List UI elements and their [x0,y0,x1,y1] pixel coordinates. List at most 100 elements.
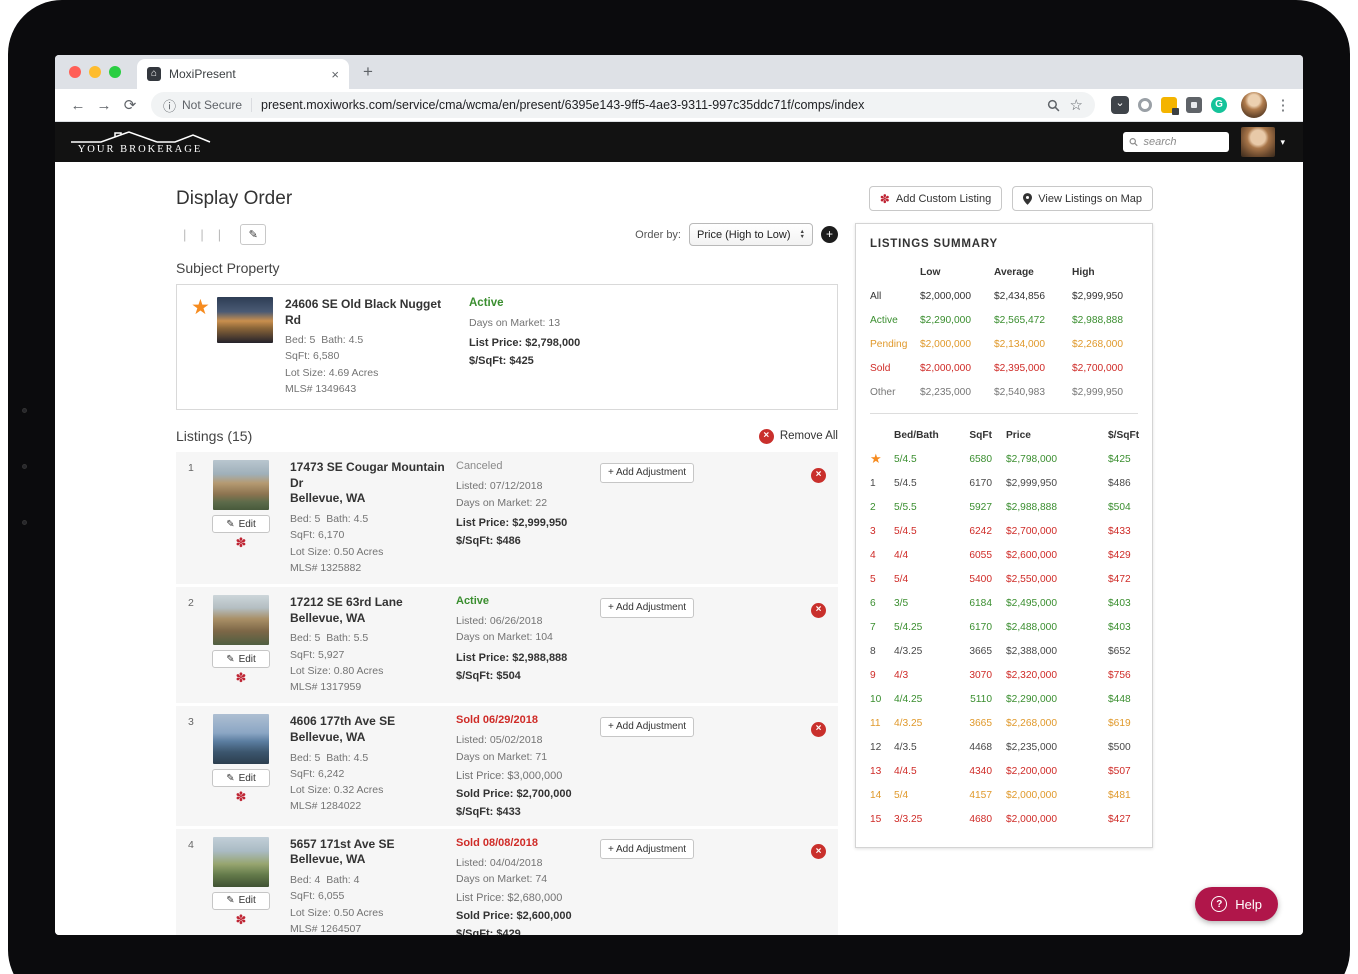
listing-address-line2: Bellevue, WA [290,491,456,507]
remove-listing-button[interactable]: × [811,468,826,483]
gray-extension-icon[interactable] [1186,97,1202,113]
pocket-extension-icon[interactable]: ⌄ [1111,96,1129,114]
row-index: 10 [870,694,894,705]
row-price: $2,000,000 [992,790,1090,801]
summary-table-row: 3 5/4.5 6242 $2,700,000 $433 [870,519,1138,543]
edit-button[interactable]: ✎ Edit [212,515,270,533]
bezel-sensor-dot [22,408,27,413]
listing-ppsf: $/SqFt: $433 [456,806,594,818]
traffic-light-minimize[interactable] [89,66,101,78]
summary-table-row: 7 5/4.25 6170 $2,488,000 $403 [870,615,1138,639]
row-ppsf: $403 [1090,598,1140,609]
row-bedbath: 4/4 [894,550,950,561]
listing-status: Sold 06/29/2018 [456,714,594,726]
summary-table-row: 15 3/3.25 4680 $2,000,000 $427 [870,807,1138,831]
site-search-box[interactable] [1123,132,1229,152]
summary-row-label: Other [870,387,920,398]
subject-bedbath: Bed: 5 Bath: 4.5 [285,332,445,348]
row-sqft: 4157 [950,790,992,801]
add-custom-listing-button[interactable]: ✽ Add Custom Listing [869,186,1002,211]
edit-button[interactable]: ✎ Edit [212,892,270,910]
order-by-select[interactable]: Price (High to Low) ▲▼ [689,223,813,246]
bezel-sensor-dot [22,520,27,525]
edit-button[interactable]: ✎ Edit [212,769,270,787]
listing-address-line2: Bellevue, WA [290,730,456,746]
summary-table-row: 11 4/3.25 3665 $2,268,000 $619 [870,711,1138,735]
summary-table-header: Bed/Bath SqFt Price $/SqFt [870,423,1138,447]
search-icon [1129,137,1138,147]
listing-sold-price: Sold Price: $2,700,000 [456,788,594,800]
row-price: $2,600,000 [992,550,1090,561]
browser-tab[interactable]: ⌂ MoxiPresent × [137,59,349,89]
listing-photo [213,714,269,764]
edit-button[interactable]: ✎ Edit [212,650,270,668]
row-index: 14 [870,790,894,801]
zoom-icon[interactable] [1047,99,1060,112]
url-field[interactable]: ⓘ Not Secure present.moxiworks.com/servi… [151,92,1095,118]
info-icon[interactable]: ⓘ [163,96,176,115]
chevron-down-icon[interactable]: ▾ [1280,137,1285,148]
close-tab-icon[interactable]: × [331,67,339,82]
edit-filters-button[interactable]: ✎ [240,224,266,245]
new-tab-button[interactable]: + [363,62,373,82]
row-index: 15 [870,814,894,825]
forward-icon[interactable]: → [91,97,117,114]
search-input[interactable] [1143,136,1223,148]
row-ppsf: $652 [1090,646,1140,657]
not-secure-label: Not Secure [182,98,242,112]
remove-listing-button[interactable]: × [811,844,826,859]
summary-high-value: $2,700,000 [1072,363,1140,374]
row-price: $2,988,888 [992,502,1090,513]
remove-all-x-icon: × [759,429,774,444]
add-adjustment-button[interactable]: + Add Adjustment [600,839,694,859]
brokerage-logo[interactable]: YOUR BROKERAGE [69,129,211,155]
listing-number: 4 [188,837,204,935]
row-ppsf: $756 [1090,670,1140,681]
status-filter[interactable] [193,227,210,242]
row-sqft: 6170 [950,622,992,633]
add-adjustment-button[interactable]: + Add Adjustment [600,463,694,483]
summary-high-value: $2,268,000 [1072,339,1140,350]
pencil-icon: ✎ [226,895,234,906]
listing-ppsf: $/SqFt: $486 [456,535,594,547]
summary-row: Active $2,290,000 $2,565,472 $2,988,888 [870,308,1138,332]
help-button[interactable]: ? Help [1195,887,1278,921]
listing-listed-date: Listed: 06/26/2018 [456,613,594,629]
reload-icon[interactable]: ⟳ [117,96,143,114]
col-price: Price [992,430,1090,441]
select-arrows-icon: ▲▼ [800,230,805,239]
back-icon[interactable]: ← [65,97,91,114]
add-button[interactable]: + [821,226,838,243]
row-ppsf: $472 [1090,574,1140,585]
page-content: Display Order ✽ Add Custom Listing View … [55,162,1303,935]
flower-icon: ✽ [880,193,890,205]
row-price: $2,700,000 [992,526,1090,537]
listings-title: Listings (15) [176,428,252,444]
remove-listing-button[interactable]: × [811,603,826,618]
remove-listing-button[interactable]: × [811,722,826,737]
circle-extension-icon[interactable] [1138,98,1152,112]
bookmark-star-icon[interactable]: ☆ [1070,96,1083,114]
traffic-light-zoom[interactable] [109,66,121,78]
status-filter[interactable] [176,227,193,242]
listing-row: 2 ✎ Edit ✽ [176,587,838,703]
add-adjustment-button[interactable]: + Add Adjustment [600,717,694,737]
summary-average-value: $2,565,472 [994,315,1072,326]
browser-menu-icon[interactable]: ⋮ [1273,96,1293,114]
add-adjustment-button[interactable]: + Add Adjustment [600,598,694,618]
summary-low-value: $2,290,000 [920,315,994,326]
view-listings-on-map-button[interactable]: View Listings on Map [1012,186,1153,211]
listing-ppsf: $/SqFt: $504 [456,670,594,682]
traffic-light-close[interactable] [69,66,81,78]
grammarly-extension-icon[interactable]: G [1211,97,1227,113]
summary-table-row: 1 5/4.5 6170 $2,999,950 $486 [870,471,1138,495]
remove-all-button[interactable]: × Remove All [759,429,838,444]
status-filter[interactable] [211,227,228,242]
row-bedbath: 5/4 [894,574,950,585]
summary-average-value: $2,134,000 [994,339,1072,350]
listings-summary-panel: LISTINGS SUMMARY Low Average High All [855,223,1153,848]
listing-dom: Days on Market: 22 [456,495,594,511]
browser-profile-avatar[interactable] [1241,92,1267,118]
orange-extension-icon[interactable] [1161,97,1177,113]
user-avatar[interactable] [1241,127,1275,157]
